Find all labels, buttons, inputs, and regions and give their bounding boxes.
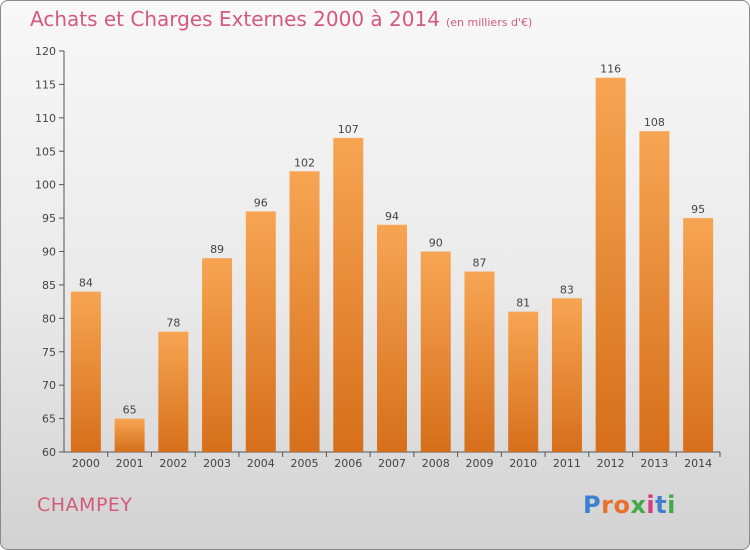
bar [70,291,101,452]
x-tick-label: 2004 [247,457,275,470]
bar [683,218,714,452]
x-tick-label: 2003 [203,457,231,470]
y-tick-label: 95 [42,212,56,225]
y-tick-label: 75 [42,346,56,359]
logo-letter: i [667,491,676,519]
x-tick-label: 2013 [640,457,668,470]
bar [508,311,539,452]
bar [245,211,276,452]
bar-value-label: 87 [472,257,486,270]
x-tick-label: 2000 [72,457,100,470]
bar-value-label: 89 [210,243,224,256]
x-tick-label: 2012 [597,457,625,470]
logo-letter: r [601,491,614,519]
x-tick-label: 2008 [422,457,450,470]
logo-letter: i [646,491,656,519]
logo-letter: t [655,491,668,519]
commune-name: CHAMPEY [37,494,133,516]
logo-letter: x [630,491,647,519]
x-tick-label: 2002 [159,457,187,470]
logo-letter: o [613,491,631,519]
bar-value-label: 84 [79,277,93,290]
bar [202,258,233,452]
bar [420,251,451,452]
x-tick-label: 2005 [291,457,319,470]
bar-value-label: 116 [600,63,621,76]
logo-letter: P [583,491,602,519]
bar [595,77,626,452]
bar-value-label: 78 [166,317,180,330]
y-tick-label: 120 [35,45,56,58]
x-tick-label: 2014 [684,457,712,470]
title-text: Achats et Charges Externes 2000 à 2014 [30,7,440,31]
bar-value-label: 65 [123,404,137,417]
y-tick-label: 70 [42,379,56,392]
bar-value-label: 102 [294,156,315,169]
x-tick-label: 2006 [334,457,362,470]
y-tick-label: 65 [42,413,56,426]
bar-value-label: 83 [560,283,574,296]
bar-value-label: 81 [516,297,530,310]
bar [377,224,407,452]
bar [158,331,189,452]
x-tick-label: 2001 [116,457,144,470]
bar [551,298,582,452]
bar [639,131,670,452]
bar-value-label: 95 [691,203,705,216]
bar [114,418,145,452]
chart-subtitle: (en milliers d'€) [445,16,533,29]
bar-value-label: 107 [338,123,359,136]
bar-value-label: 90 [429,237,443,250]
bar [333,137,364,452]
bar [289,171,320,453]
x-tick-label: 2011 [553,457,581,470]
y-tick-label: 100 [35,179,56,192]
bar [464,271,495,452]
x-tick-label: 2010 [509,457,537,470]
bar-value-label: 96 [254,196,268,209]
y-tick-label: 60 [42,446,56,459]
y-tick-label: 105 [35,145,56,158]
x-tick-label: 2009 [465,457,493,470]
y-tick-label: 115 [35,78,56,91]
x-tick-label: 2007 [378,457,406,470]
proxiti-logo: Proxiti [583,491,676,519]
y-tick-label: 90 [42,246,56,259]
bar-value-label: 94 [385,210,399,223]
y-tick-label: 85 [42,279,56,292]
bar-value-label: 108 [644,116,665,129]
y-tick-label: 110 [35,112,56,125]
y-tick-label: 80 [42,312,56,325]
chart-title: Achats et Charges Externes 2000 à 2014 (e… [30,7,532,31]
